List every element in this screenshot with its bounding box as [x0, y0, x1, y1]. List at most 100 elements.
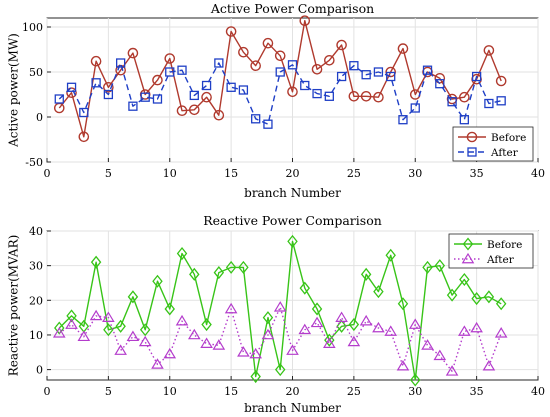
data-point-before [397, 297, 409, 311]
data-point-after [177, 65, 187, 75]
series-after [54, 58, 506, 129]
x-tick-label: 25 [347, 385, 361, 398]
reactive-power-chart: 0 5 10 15 20 25 30 35 40 0 10 20 30 40 Reactive Power… [7, 213, 546, 415]
data-point-before [250, 369, 261, 384]
legend-label: After [486, 254, 515, 266]
data-point-before [336, 319, 347, 333]
x-tick-label: 5 [105, 167, 112, 180]
series-line-before [58, 240, 502, 381]
data-point-before [262, 311, 274, 325]
data-point-before [66, 309, 77, 323]
data-point-before [495, 75, 507, 87]
data-point-after [201, 80, 212, 91]
y-tick-label: 0 [36, 364, 43, 377]
data-point-before [188, 104, 200, 116]
data-point-before [373, 91, 384, 103]
data-point-after [128, 101, 138, 111]
data-point-before [360, 267, 372, 281]
data-point-after [165, 67, 175, 77]
data-point-before [422, 260, 433, 274]
data-point-before [348, 318, 360, 332]
data-point-after [151, 358, 164, 369]
chart-title: Reactive Power Comparison [203, 213, 382, 228]
legend-label: Before [487, 239, 522, 251]
x-tick-label: 20 [286, 385, 300, 398]
data-point-after [386, 71, 396, 82]
data-point-before [201, 318, 212, 332]
legend: Before After [448, 233, 534, 269]
data-point-after [310, 316, 324, 328]
tick-labels: 0 5 10 15 20 25 30 35 40 0 10 20 30 40 [29, 225, 545, 398]
data-point-before [410, 373, 421, 387]
data-point-after [52, 327, 66, 338]
data-point-before [115, 319, 126, 333]
data-point-before [201, 91, 212, 103]
data-point-before [471, 292, 482, 306]
data-point-after [435, 79, 445, 89]
data-point-before [152, 274, 163, 288]
data-point-after [470, 321, 483, 333]
legend: Before After [452, 126, 534, 162]
data-point-before [311, 64, 323, 75]
x-axis-label: branch Number [244, 401, 341, 415]
data-point-before [54, 321, 65, 335]
legend-label: Before [491, 132, 526, 144]
data-point-after [224, 302, 238, 314]
data-point-after [238, 85, 249, 95]
data-point-before [311, 302, 323, 316]
data-point-after [79, 107, 89, 118]
data-point-before [225, 260, 237, 274]
data-point-before [238, 260, 249, 274]
data-point-after [484, 98, 494, 109]
data-point-after [91, 78, 101, 88]
data-point-before [360, 91, 372, 102]
series-group [52, 234, 508, 387]
y-tick-label: 20 [29, 294, 43, 307]
data-point-before [90, 55, 102, 67]
data-point-after [336, 71, 347, 82]
x-tick-label: 5 [105, 385, 112, 398]
series-line-before [58, 20, 502, 138]
data-point-after [496, 96, 506, 106]
x-tick-label: 25 [347, 167, 361, 180]
series-line-after [58, 62, 502, 125]
chart-title: Active Power Comparison [210, 1, 374, 16]
data-point-after [138, 335, 152, 347]
x-tick-label: 0 [44, 385, 51, 398]
data-point-after [200, 337, 213, 348]
data-point-after [102, 311, 115, 322]
data-point-before [348, 91, 360, 102]
x-axis-label: branch Number [244, 186, 341, 200]
data-point-after [189, 90, 199, 101]
data-point-before [164, 53, 176, 64]
data-point-after [261, 328, 275, 340]
data-point-before [483, 290, 495, 304]
data-point-after [287, 60, 298, 70]
y-tick-label: 100 [22, 21, 43, 34]
data-point-before [225, 26, 237, 37]
data-point-after [398, 115, 408, 125]
data-point-after [116, 58, 126, 68]
data-point-before [139, 323, 151, 337]
data-point-after [298, 323, 312, 335]
data-point-after [384, 325, 398, 336]
series-after [52, 301, 508, 376]
data-point-before [299, 15, 311, 27]
data-point-after [312, 88, 322, 99]
data-point-after [323, 337, 336, 348]
data-point-before [103, 323, 114, 337]
x-tick-label: 30 [408, 167, 422, 180]
legend-marker [462, 237, 474, 251]
data-point-after [361, 70, 371, 80]
data-point-after [494, 327, 508, 338]
data-point-after [237, 346, 250, 357]
data-point-after [273, 301, 287, 312]
legend-marker [461, 252, 475, 264]
data-point-after [251, 114, 261, 124]
data-point-after [459, 115, 470, 125]
data-point-after [347, 335, 361, 347]
y-tick-label: -50 [25, 156, 43, 169]
data-point-after [66, 82, 77, 92]
data-point-before [287, 86, 298, 98]
series-group [53, 15, 507, 143]
